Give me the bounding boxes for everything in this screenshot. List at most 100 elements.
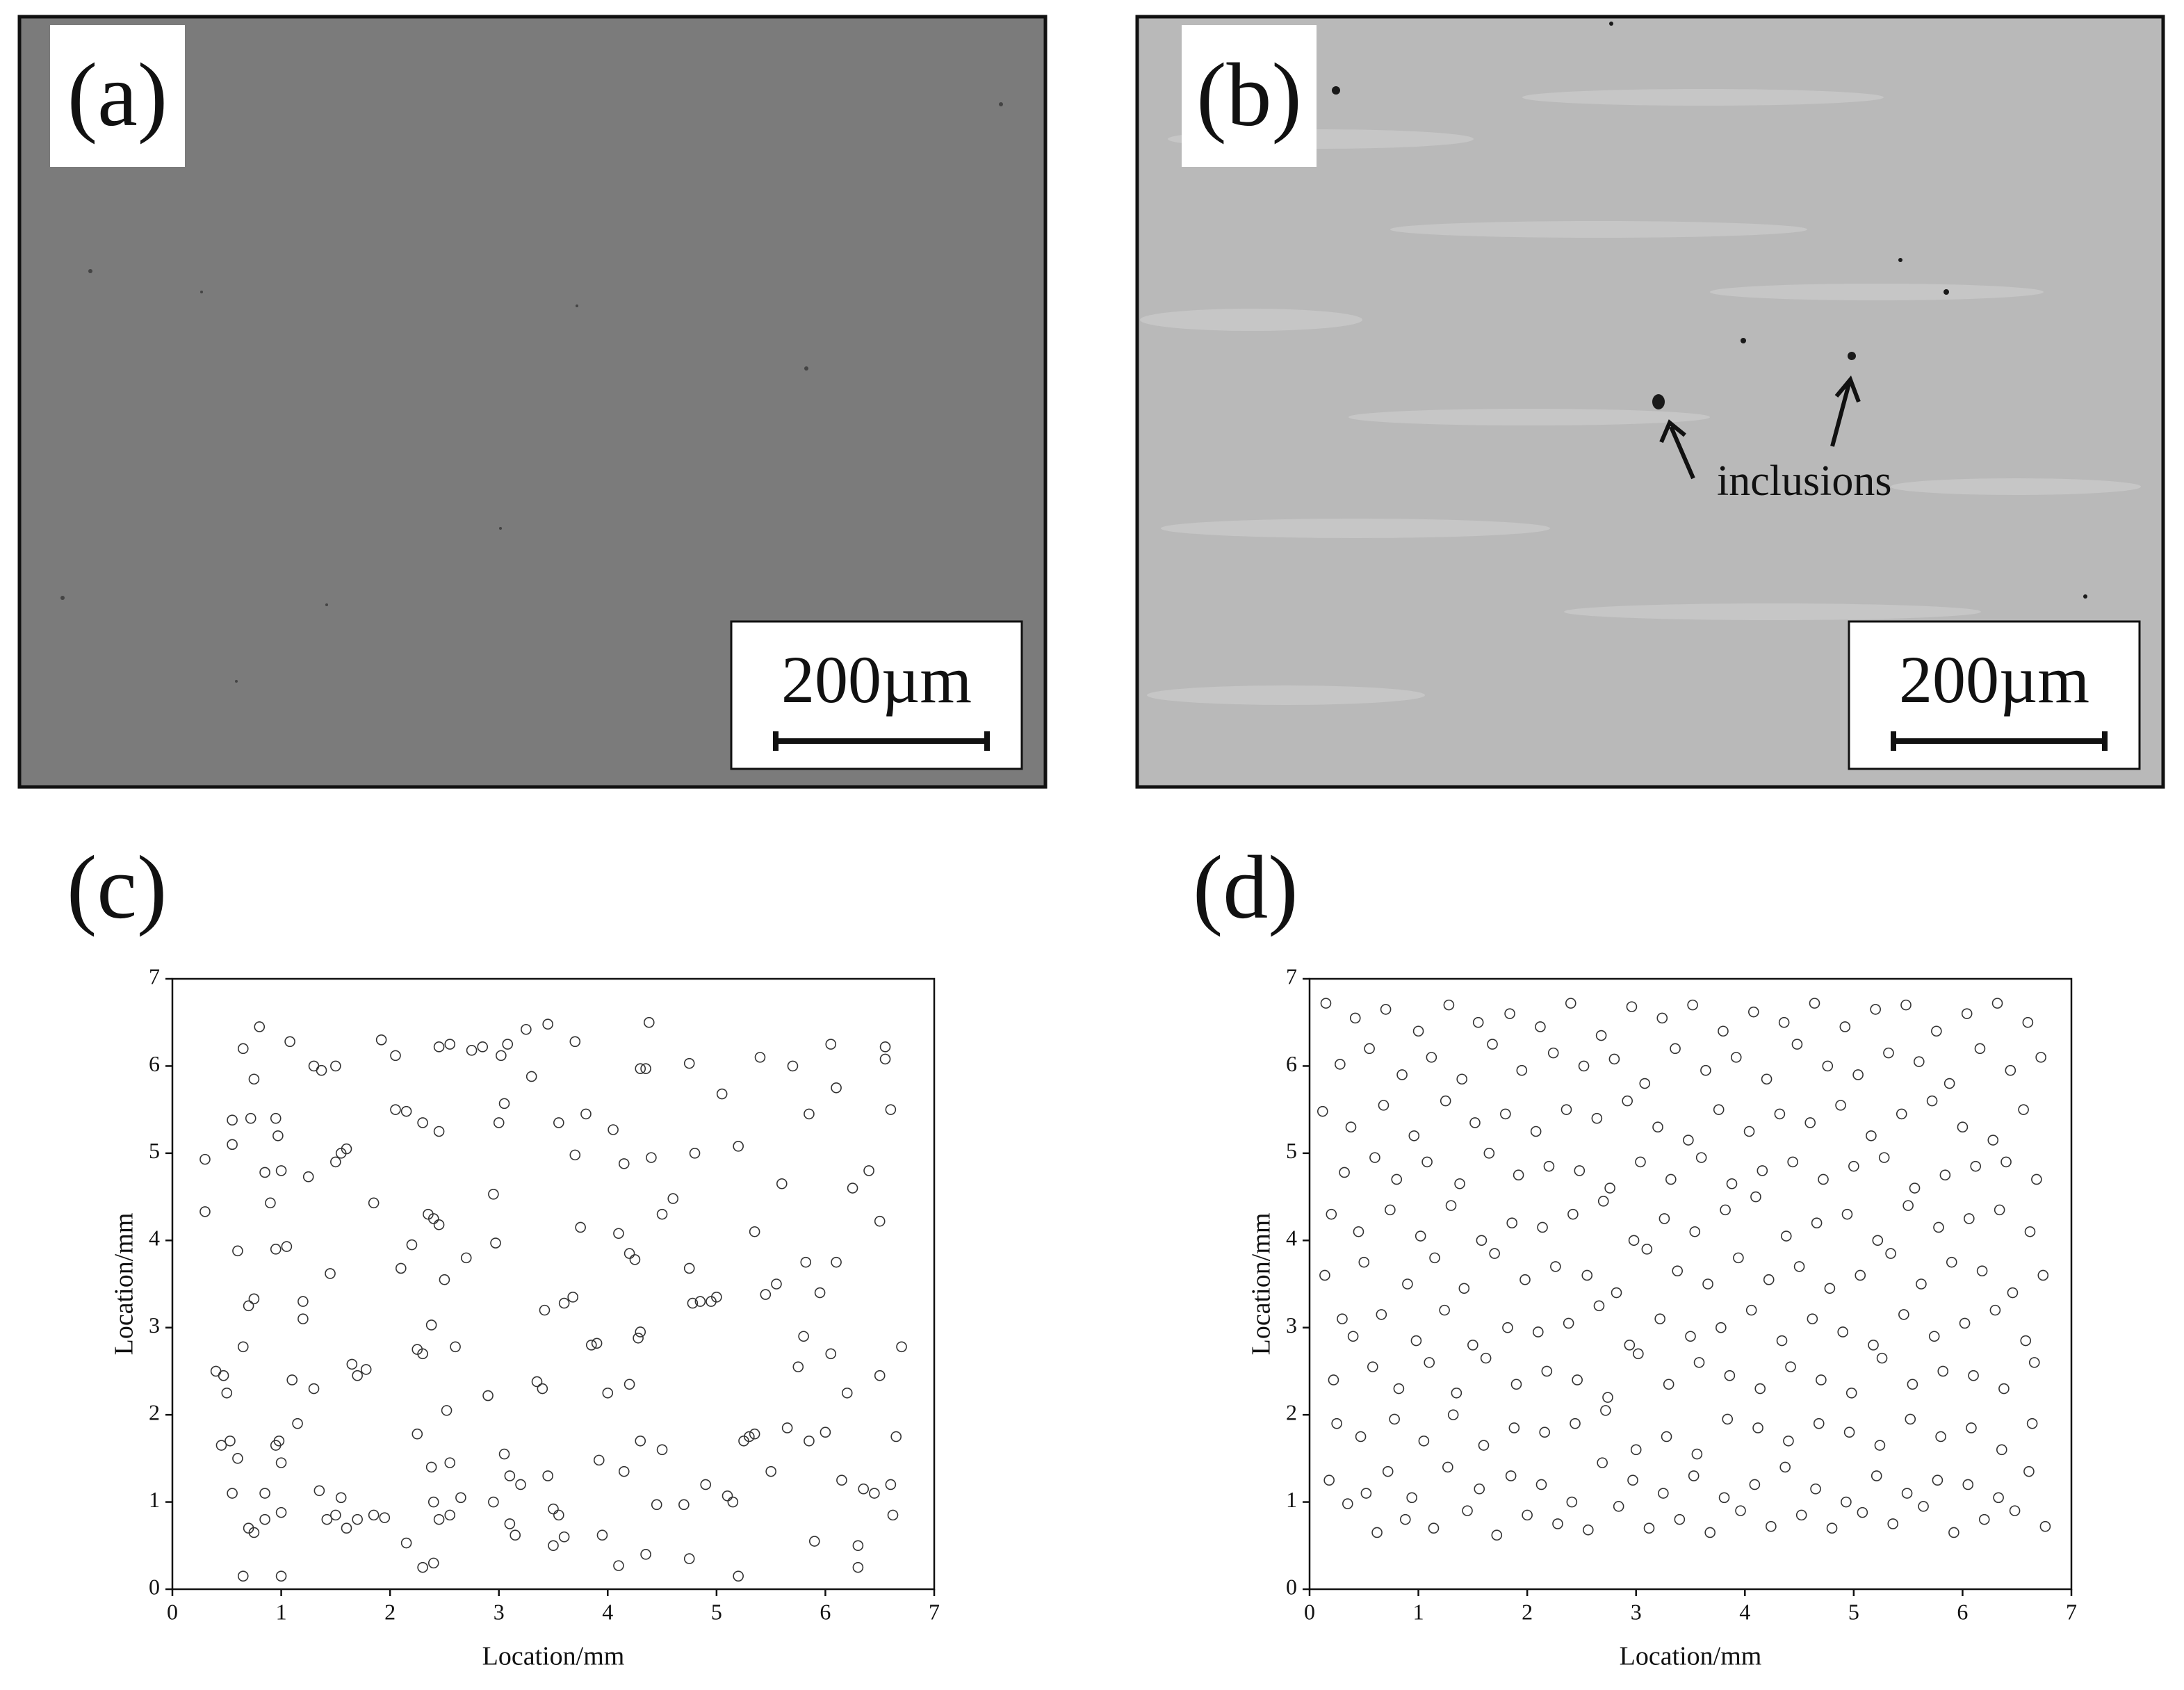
- scatter-point: [1320, 998, 1332, 1009]
- scatter-point: [488, 1496, 499, 1508]
- x-tick-label: 6: [820, 1599, 831, 1624]
- scatter-point: [624, 1379, 635, 1390]
- scatter-point: [273, 1435, 285, 1447]
- scatter-point: [1602, 1392, 1613, 1403]
- scatter-point: [433, 1041, 445, 1053]
- scatter-point: [1371, 1527, 1383, 1538]
- scatter-point: [1871, 1470, 1882, 1481]
- scatter-point: [787, 1060, 799, 1072]
- scatter-point: [490, 1237, 501, 1249]
- scatter-point: [1778, 1016, 1790, 1028]
- scatter-point: [683, 1553, 695, 1564]
- scatter-point: [879, 1053, 891, 1065]
- scatter-point: [863, 1165, 874, 1176]
- scatter-point: [400, 1105, 412, 1117]
- y-tick-label: 0: [149, 1574, 160, 1599]
- scatter-point: [825, 1348, 837, 1360]
- scatter-point: [1378, 1100, 1390, 1111]
- scatter-point: [1624, 1340, 1636, 1351]
- scatter-point: [1628, 1235, 1640, 1246]
- scatter-point: [1722, 1413, 1734, 1425]
- y-tick-label: 7: [1286, 964, 1297, 989]
- scatter-point: [1597, 1196, 1609, 1207]
- scatter-point: [1670, 1043, 1681, 1055]
- scatter-point: [1611, 1287, 1622, 1299]
- scatter-point: [1754, 1383, 1766, 1395]
- scatter-point: [1855, 1269, 1866, 1281]
- x-tick-label: 2: [384, 1599, 396, 1624]
- scatter-point: [1516, 1064, 1528, 1076]
- scatter-point: [1685, 1331, 1696, 1342]
- scatter-point: [596, 1529, 608, 1541]
- scatter-point: [1566, 1496, 1578, 1508]
- scatter-point: [1887, 1518, 1899, 1529]
- scatter-point: [1901, 1488, 1913, 1499]
- arrow: [1659, 419, 1695, 480]
- scatter-point: [1547, 1047, 1559, 1059]
- scatter-point: [1445, 1200, 1457, 1211]
- scatter-point: [1872, 1235, 1884, 1246]
- scatter-point: [683, 1262, 695, 1274]
- scatter-point: [1674, 1513, 1686, 1525]
- scatter-point: [1857, 1506, 1868, 1518]
- scatter-point: [1358, 1256, 1370, 1268]
- scatter-point: [1317, 1105, 1328, 1117]
- scatter-point: [1750, 1191, 1761, 1203]
- scatter-point: [2009, 1505, 2021, 1516]
- scatter-point: [1533, 1326, 1544, 1338]
- scatter-point: [646, 1152, 657, 1163]
- scatter-point: [1456, 1073, 1467, 1085]
- scatter-point: [1964, 1213, 1975, 1224]
- scatter-point: [199, 1206, 211, 1217]
- scatter-point: [1382, 1465, 1394, 1477]
- scatter-point: [502, 1039, 514, 1050]
- scatter-point: [330, 1509, 341, 1521]
- scatter-point: [558, 1531, 570, 1543]
- scatter-point: [1442, 1461, 1453, 1473]
- scatter-point: [678, 1499, 690, 1511]
- scatter-point: [225, 1435, 236, 1447]
- scatter-point: [259, 1167, 270, 1178]
- y-tick-label: 6: [1286, 1051, 1297, 1076]
- scatter-point: [804, 1435, 815, 1447]
- scatter-point: [390, 1104, 401, 1115]
- scatter-point: [1932, 1474, 1943, 1486]
- scatter-point: [733, 1141, 744, 1152]
- scatter-point: [1608, 1053, 1620, 1065]
- scatter-point: [1519, 1274, 1531, 1285]
- scatter-point: [1874, 1440, 1886, 1451]
- scatter-point: [1726, 1178, 1738, 1189]
- scatter-point: [1578, 1060, 1590, 1072]
- scatter-point: [640, 1063, 651, 1074]
- scatter-point: [1665, 1173, 1677, 1185]
- scatter-point: [444, 1509, 456, 1521]
- scatter-point: [1550, 1261, 1561, 1272]
- scatter-point: [1604, 1183, 1615, 1194]
- scatter-point: [874, 1215, 886, 1227]
- scatter-point: [335, 1492, 347, 1504]
- scatter-point: [727, 1496, 739, 1508]
- scatter-point: [400, 1537, 412, 1549]
- scatter-point: [313, 1485, 325, 1497]
- scatter-point: [1426, 1052, 1437, 1063]
- scatter-point: [1885, 1248, 1896, 1259]
- scatter-point: [1994, 1204, 2005, 1216]
- scatter-point: [439, 1274, 450, 1285]
- scatter-point: [1931, 1025, 1942, 1037]
- panel-label: (d): [1193, 838, 1298, 938]
- scatter-point: [1743, 1126, 1755, 1137]
- scatter-point: [1560, 1104, 1572, 1115]
- scatter-point: [1345, 1121, 1357, 1133]
- scatter-point: [1749, 1479, 1761, 1490]
- scatter-point: [375, 1034, 387, 1046]
- y-tick-label: 3: [1286, 1313, 1297, 1338]
- scatter-point: [1480, 1352, 1492, 1364]
- scatter-point: [1323, 1474, 1335, 1486]
- y-axis-label: Location/mm: [110, 1213, 139, 1356]
- x-tick-label: 4: [1739, 1599, 1750, 1624]
- scatter-point: [635, 1326, 646, 1338]
- scatter-point: [1522, 1509, 1533, 1521]
- x-tick-label: 5: [1848, 1599, 1859, 1624]
- scatter-point: [874, 1370, 886, 1381]
- scatter-point: [1961, 1008, 1973, 1019]
